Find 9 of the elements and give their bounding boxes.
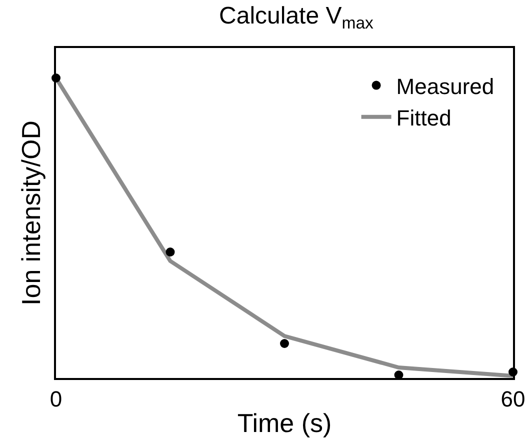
x-tick-label: 0	[50, 386, 62, 412]
x-tick-label: 60	[500, 386, 526, 412]
chart-title: Calculate V$_{max}$	[219, 2, 374, 32]
point	[280, 339, 289, 348]
y-axis-title: Ion intensity/OD	[16, 120, 46, 306]
point	[166, 248, 175, 256]
x-axis-title: Time (s)	[237, 408, 332, 438]
legend-label: Measured	[396, 74, 494, 99]
legend-label: Fitted	[396, 105, 452, 130]
